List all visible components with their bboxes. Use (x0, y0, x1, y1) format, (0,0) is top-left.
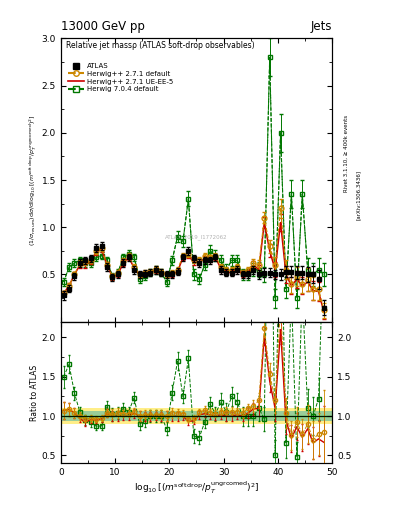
Text: Relative jet massρ (ATLAS soft-drop observables): Relative jet massρ (ATLAS soft-drop obse… (66, 41, 255, 50)
Text: [arXiv:1306.3436]: [arXiv:1306.3436] (356, 169, 361, 220)
Text: Jets: Jets (310, 20, 332, 33)
Y-axis label: $(1/\sigma_\mathrm{resum})\,\mathrm{d}\sigma/\mathrm{d}\log_{10}[(m^{\mathrm{sof: $(1/\sigma_\mathrm{resum})\,\mathrm{d}\s… (28, 114, 39, 246)
X-axis label: $\log_{10}[(m^{\mathrm{soft\,drop}}/p_T^{\mathrm{ungroomed}})^2]$: $\log_{10}[(m^{\mathrm{soft\,drop}}/p_T^… (134, 480, 259, 496)
Text: ATLAS_2019_I1772062: ATLAS_2019_I1772062 (165, 234, 228, 240)
Y-axis label: Ratio to ATLAS: Ratio to ATLAS (30, 365, 39, 420)
Legend: ATLAS, Herwig++ 2.7.1 default, Herwig++ 2.7.1 UE-EE-5, Herwig 7.0.4 default: ATLAS, Herwig++ 2.7.1 default, Herwig++ … (67, 62, 174, 94)
Text: 13000 GeV pp: 13000 GeV pp (61, 20, 145, 33)
Text: Rivet 3.1.10, ≥ 400k events: Rivet 3.1.10, ≥ 400k events (344, 115, 349, 192)
